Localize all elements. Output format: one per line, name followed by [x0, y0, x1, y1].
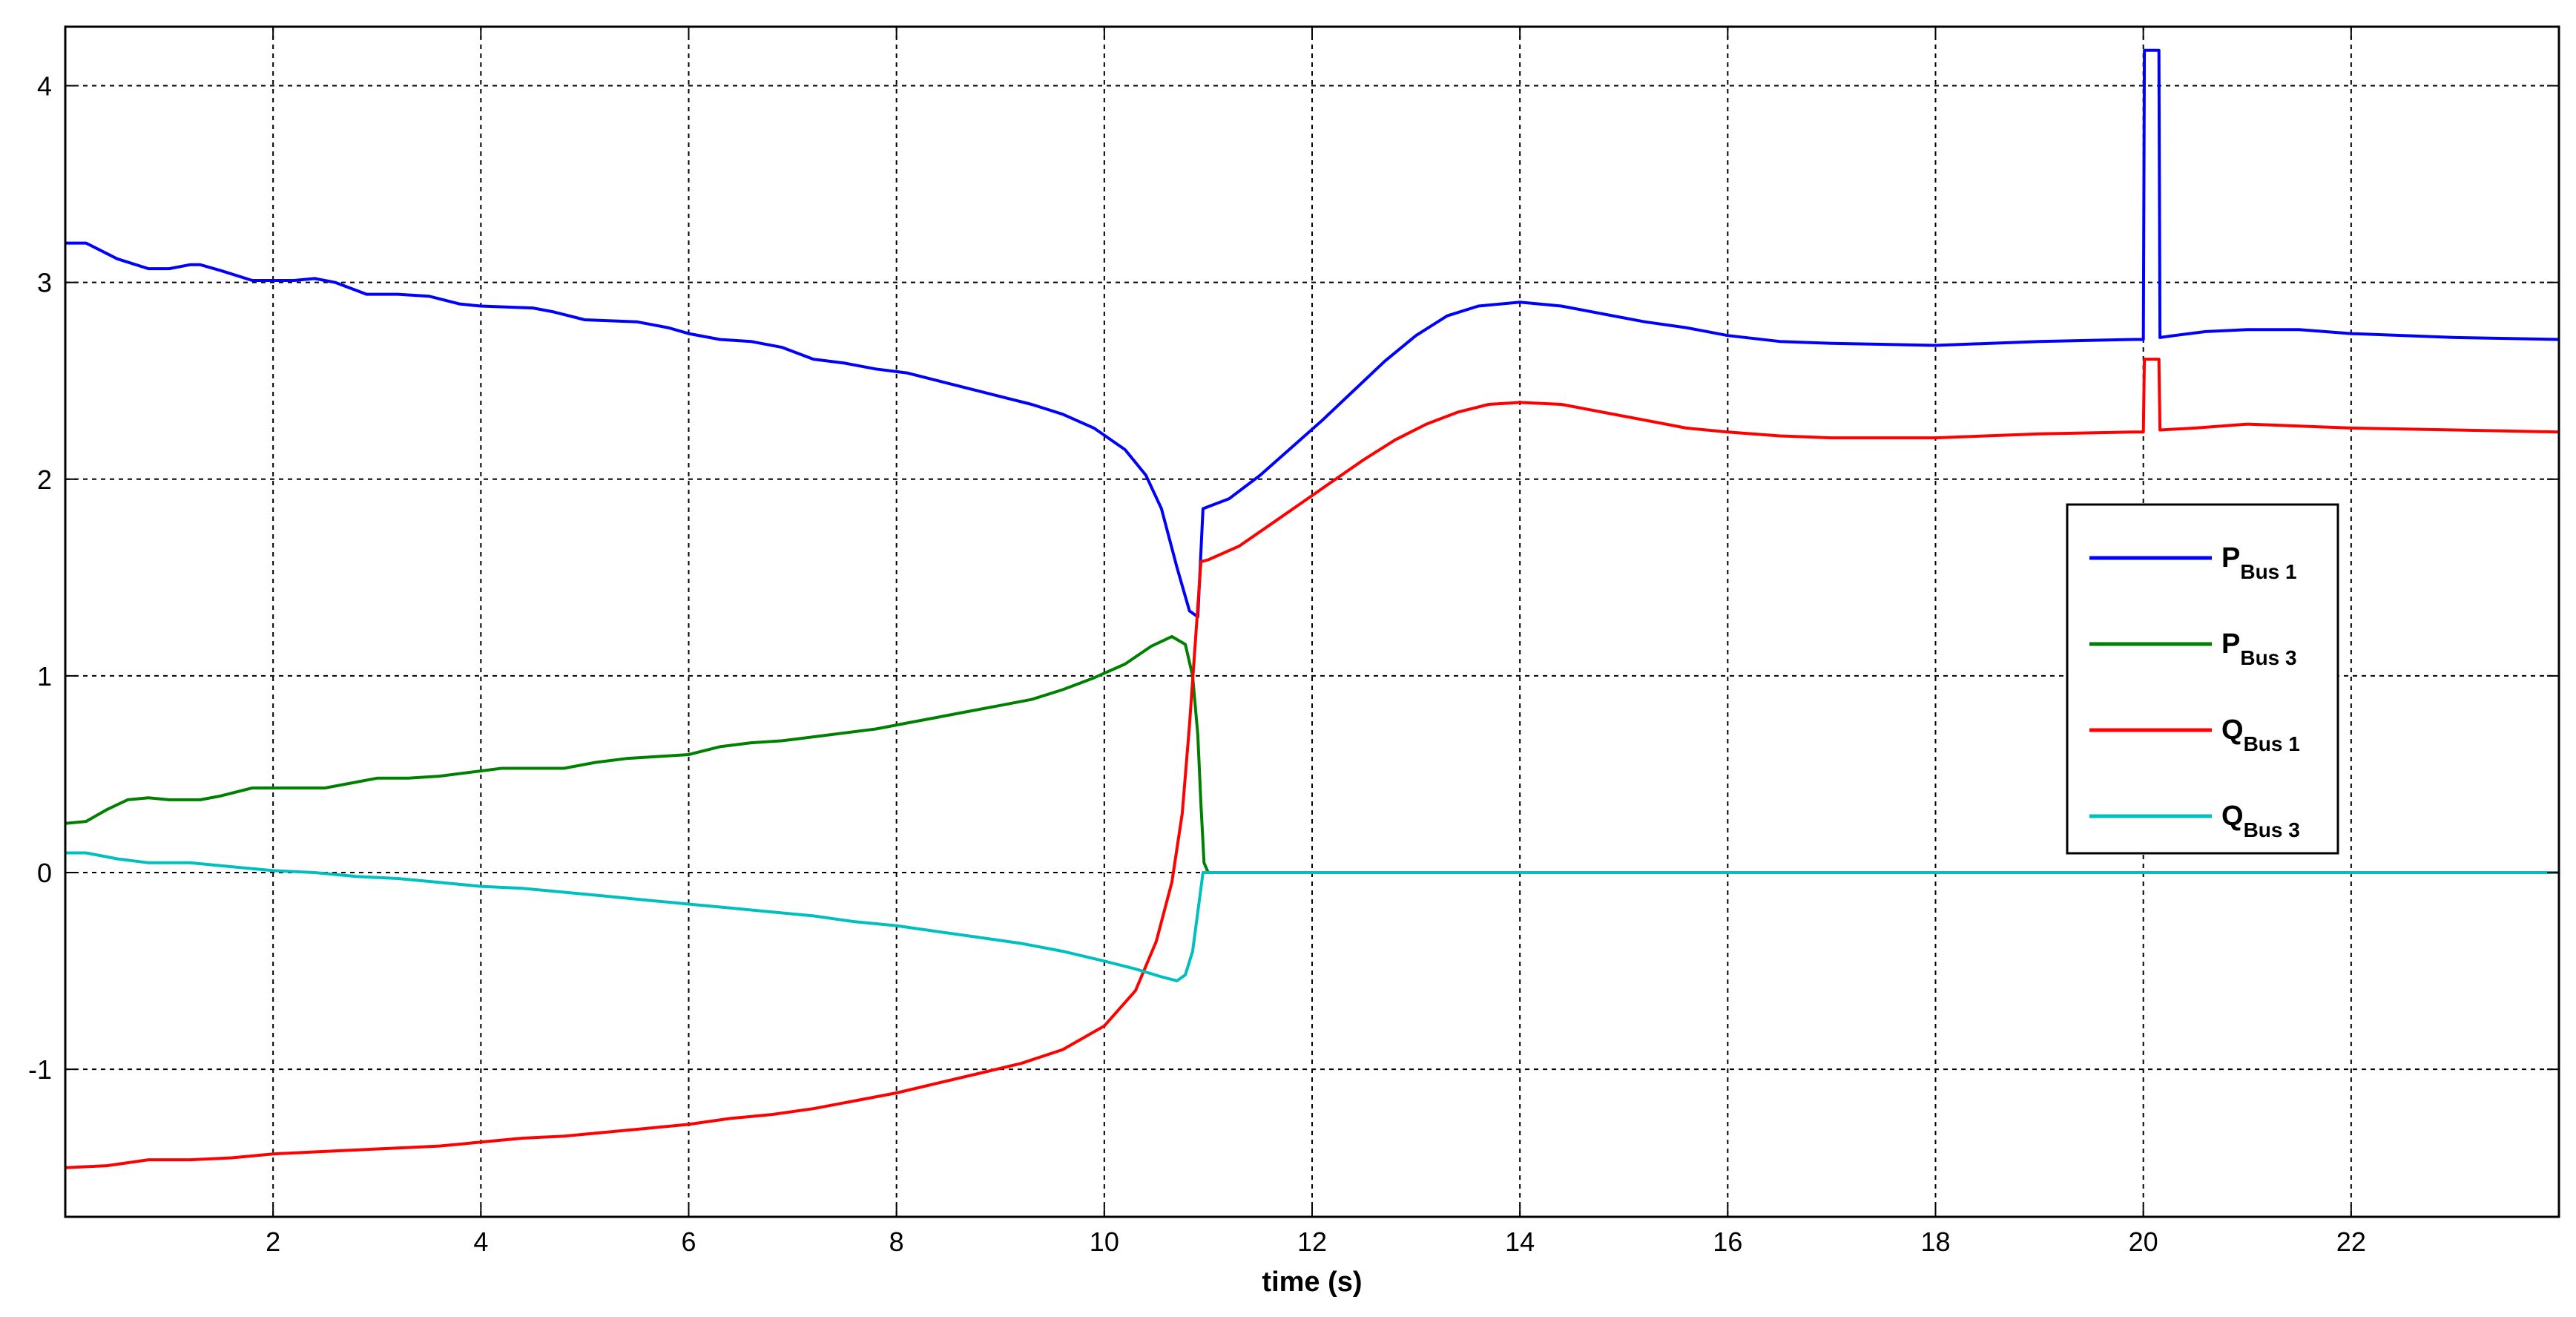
legend-entry: QBus 3 [2221, 801, 2300, 841]
legend-entry-name: Q [2221, 715, 2244, 746]
y-tick-label: -1 [28, 1054, 52, 1085]
series-line-4 [65, 851, 2559, 982]
legend-entry-name: P [2221, 628, 2240, 660]
x-tick-label: 2 [266, 1226, 280, 1257]
x-tick-label: 4 [473, 1226, 488, 1257]
legend-box [2066, 503, 2339, 855]
series-layer [65, 48, 2560, 1169]
y-tick-label: 0 [37, 858, 52, 888]
legend-entry-subscript: Bus 1 [2244, 732, 2300, 755]
legend-entry-subscript: Bus 3 [2240, 646, 2296, 669]
x-tick-label: 6 [681, 1226, 696, 1257]
x-tick-label: 14 [1505, 1226, 1535, 1257]
y-tick-label: 2 [37, 464, 52, 495]
x-tick-label: 18 [1920, 1226, 1950, 1257]
y-tick-label: 4 [37, 71, 52, 102]
x-tick-label: 20 [2129, 1226, 2158, 1257]
x-tick-label: 12 [1297, 1226, 1327, 1257]
x-axis-label: time (s) [1262, 1267, 1362, 1298]
x-tick-label: 8 [889, 1226, 904, 1257]
series-line-2 [65, 634, 2559, 874]
x-tick-label: 16 [1713, 1226, 1742, 1257]
legend-entry-name: P [2221, 542, 2240, 574]
legend-entry-subscript: Bus 1 [2240, 560, 2296, 583]
legend-entry-name: Q [2221, 801, 2244, 832]
y-tick-label: 3 [37, 268, 52, 298]
x-tick-label: 10 [1090, 1226, 1119, 1257]
legend-entry: PBus 3 [2221, 628, 2297, 669]
y-tick-label: 1 [37, 661, 52, 692]
x-tick-label: 22 [2336, 1226, 2366, 1257]
series-line-3 [65, 358, 2560, 1169]
legend-entry: PBus 1 [2221, 542, 2297, 583]
legend-entry-subscript: Bus 3 [2244, 818, 2300, 841]
legend-entry: QBus 1 [2221, 715, 2300, 755]
series-line-1 [65, 48, 2560, 619]
